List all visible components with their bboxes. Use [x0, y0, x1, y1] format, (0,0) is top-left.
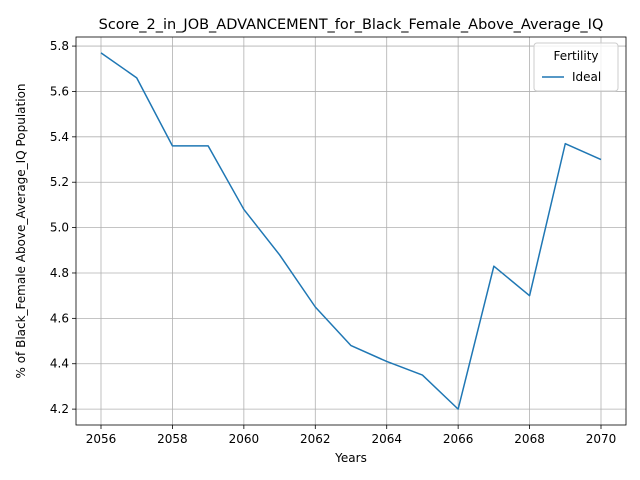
y-axis: 4.2 4.4 4.6 4.8 5.0 5.2 5.4 5.6 5.8 [50, 39, 76, 416]
y-tick-label: 4.2 [50, 402, 69, 416]
x-tick-label: 2064 [371, 432, 402, 446]
x-tick-label: 2070 [586, 432, 617, 446]
series-layer [100, 52, 602, 410]
x-axis-label: Years [334, 451, 367, 465]
legend-box [533, 42, 619, 92]
x-tick-label: 2062 [300, 432, 331, 446]
y-tick-label: 4.6 [50, 311, 69, 325]
x-tick-label: 2058 [157, 432, 188, 446]
grid [76, 37, 626, 425]
legend: Fertility Ideal [533, 42, 619, 92]
x-axis: 2056 2058 2060 2062 2064 2066 2068 2070 [86, 425, 617, 446]
y-tick-label: 5.8 [50, 39, 69, 53]
y-tick-label: 5.4 [50, 130, 69, 144]
y-axis-label: % of Black_Female Above_Average_IQ Popul… [14, 83, 28, 378]
y-tick-label: 5.2 [50, 175, 69, 189]
x-tick-label: 2060 [229, 432, 260, 446]
plot-area [75, 36, 627, 426]
chart-title: Score_2_in_JOB_ADVANCEMENT_for_Black_Fem… [99, 17, 604, 33]
x-tick-label: 2056 [86, 432, 117, 446]
legend-label-ideal: Ideal [572, 70, 601, 84]
y-tick-label: 4.8 [50, 266, 69, 280]
y-tick-label: 4.4 [50, 357, 69, 371]
series-line-ideal [100, 52, 602, 410]
legend-title: Fertility [553, 49, 598, 63]
y-tick-label: 5.0 [50, 221, 69, 235]
y-tick-label: 5.6 [50, 84, 69, 98]
x-tick-label: 2066 [443, 432, 474, 446]
x-tick-label: 2068 [514, 432, 545, 446]
